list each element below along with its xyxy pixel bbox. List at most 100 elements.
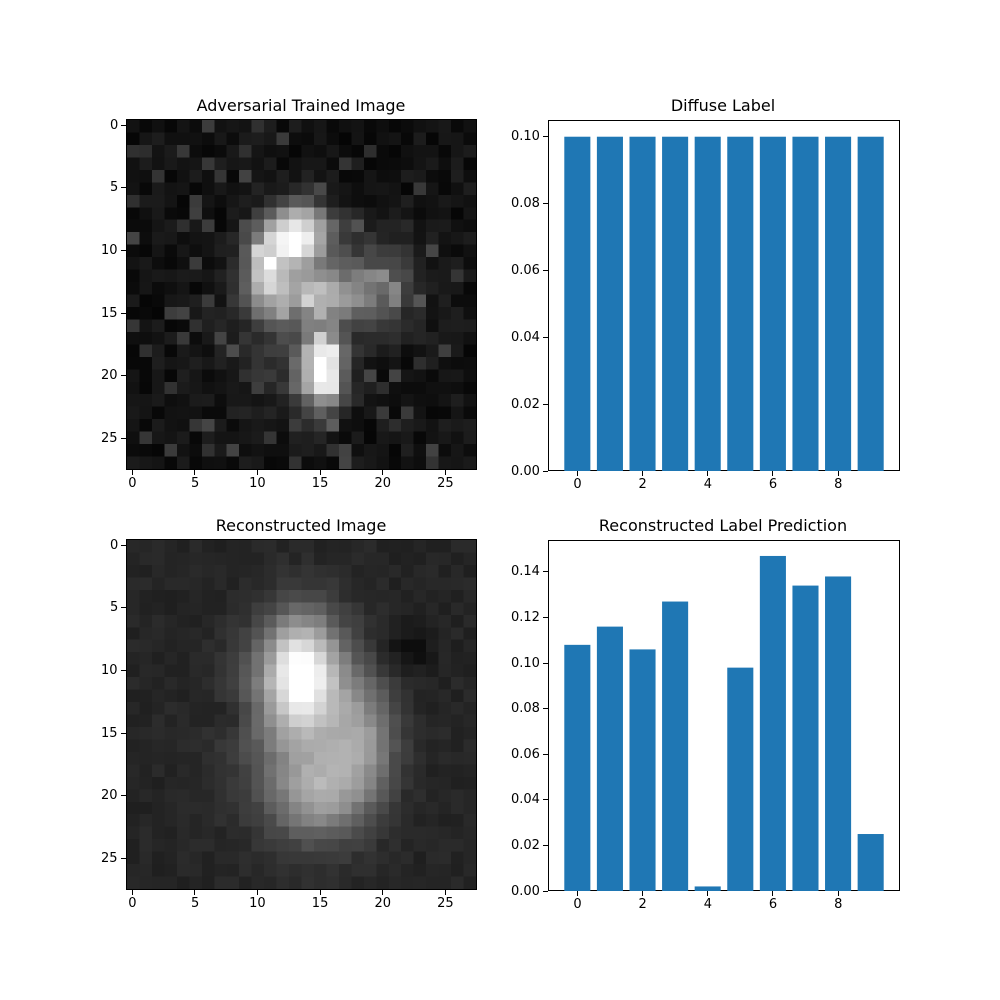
y-tick-mark xyxy=(543,708,548,710)
x-tick-label: 20 xyxy=(374,896,392,911)
y-tick-mark xyxy=(121,187,126,189)
x-tick-label: 25 xyxy=(437,896,454,911)
y-tick-label: 0.12 xyxy=(511,609,540,625)
y-tick-label: 0.00 xyxy=(511,463,540,479)
bar-5 xyxy=(727,136,754,471)
x-tick-label: 8 xyxy=(834,477,843,492)
y-tick-mark xyxy=(543,571,548,573)
y-tick-label: 0.06 xyxy=(511,746,540,762)
y-tick-label: 0.02 xyxy=(511,837,540,853)
y-tick-mark xyxy=(543,136,548,138)
y-tick-mark xyxy=(543,203,548,205)
y-tick-label: 10 xyxy=(101,663,118,679)
y-tick-label: 5 xyxy=(110,180,119,196)
bar-0 xyxy=(564,644,591,891)
bar-6 xyxy=(759,136,786,471)
y-tick-label: 0.10 xyxy=(511,129,540,145)
bar-0 xyxy=(564,136,591,471)
y-tick-mark xyxy=(121,732,126,734)
y-tick-mark xyxy=(121,375,126,377)
y-tick-label: 10 xyxy=(101,243,118,259)
panel-title-reconstructed-image: Reconstructed Image xyxy=(215,516,387,535)
x-tick-mark xyxy=(257,470,259,475)
y-tick-label: 0.10 xyxy=(511,655,540,671)
panel-title-diffuse-label: Diffuse Label xyxy=(670,96,776,115)
y-tick-mark xyxy=(543,269,548,271)
bar-3 xyxy=(662,136,689,471)
y-tick-label: 0.04 xyxy=(511,792,540,808)
y-tick-label: 0 xyxy=(110,537,119,553)
x-tick-mark xyxy=(837,891,839,896)
x-tick-mark xyxy=(642,471,644,476)
x-tick-mark xyxy=(772,471,774,476)
x-tick-label: 0 xyxy=(573,477,582,492)
bar-3 xyxy=(662,601,689,891)
y-tick-mark xyxy=(121,858,126,860)
y-tick-label: 0.14 xyxy=(511,564,540,580)
x-tick-mark xyxy=(131,470,133,475)
bar-7 xyxy=(792,585,819,891)
x-tick-label: 20 xyxy=(374,476,392,491)
bar-1 xyxy=(596,136,623,471)
y-tick-label: 0.06 xyxy=(511,262,540,278)
y-tick-mark xyxy=(543,844,548,846)
x-tick-label: 15 xyxy=(311,476,329,491)
x-tick-mark xyxy=(772,891,774,896)
y-tick-mark xyxy=(543,616,548,618)
x-tick-mark xyxy=(445,470,447,475)
x-tick-mark xyxy=(194,890,196,895)
bar-4 xyxy=(694,136,721,471)
x-tick-label: 2 xyxy=(638,477,647,492)
x-tick-mark xyxy=(576,471,578,476)
x-tick-label: 2 xyxy=(638,897,647,912)
y-tick-mark xyxy=(121,795,126,797)
bar-8 xyxy=(825,136,852,471)
x-tick-mark xyxy=(319,890,321,895)
y-tick-label: 25 xyxy=(101,431,118,447)
y-tick-mark xyxy=(121,250,126,252)
bar-2 xyxy=(629,136,656,471)
y-tick-label: 0.00 xyxy=(511,883,540,899)
y-tick-mark xyxy=(543,890,548,892)
x-tick-mark xyxy=(194,470,196,475)
heatmap-reconstructed-image xyxy=(127,540,476,889)
y-tick-label: 0.04 xyxy=(511,329,540,345)
x-tick-label: 0 xyxy=(128,476,137,491)
x-tick-label: 4 xyxy=(703,477,712,492)
x-tick-label: 10 xyxy=(249,896,266,911)
panel-title-adversarial-image: Adversarial Trained Image xyxy=(196,96,406,115)
heatmap-axes-adversarial xyxy=(126,119,477,470)
bar-6 xyxy=(759,555,786,891)
x-tick-mark xyxy=(642,891,644,896)
x-tick-label: 6 xyxy=(768,477,778,492)
bar-9 xyxy=(857,834,884,891)
x-tick-label: 25 xyxy=(437,476,454,491)
y-tick-mark xyxy=(543,470,548,472)
x-tick-mark xyxy=(319,470,321,475)
bar-2 xyxy=(629,649,656,891)
y-tick-label: 20 xyxy=(101,368,118,384)
y-tick-label: 15 xyxy=(101,725,118,741)
x-tick-mark xyxy=(445,890,447,895)
bar-5 xyxy=(727,667,754,891)
x-tick-label: 8 xyxy=(834,897,843,912)
x-tick-mark xyxy=(576,891,578,896)
x-tick-mark xyxy=(382,470,384,475)
bar-7 xyxy=(792,136,819,471)
x-tick-label: 15 xyxy=(311,896,329,911)
y-tick-mark xyxy=(121,124,126,126)
heatmap-axes-reconstructed xyxy=(126,539,477,890)
x-tick-label: 0 xyxy=(573,897,582,912)
x-tick-mark xyxy=(382,890,384,895)
y-tick-mark xyxy=(121,544,126,546)
y-tick-mark xyxy=(121,670,126,672)
y-tick-mark xyxy=(543,403,548,405)
y-tick-mark xyxy=(121,607,126,609)
x-tick-label: 4 xyxy=(703,897,712,912)
y-tick-label: 20 xyxy=(101,788,118,804)
y-tick-label: 0.08 xyxy=(511,701,540,717)
y-tick-mark xyxy=(121,312,126,314)
y-tick-label: 15 xyxy=(101,305,118,321)
x-tick-label: 5 xyxy=(190,896,200,911)
